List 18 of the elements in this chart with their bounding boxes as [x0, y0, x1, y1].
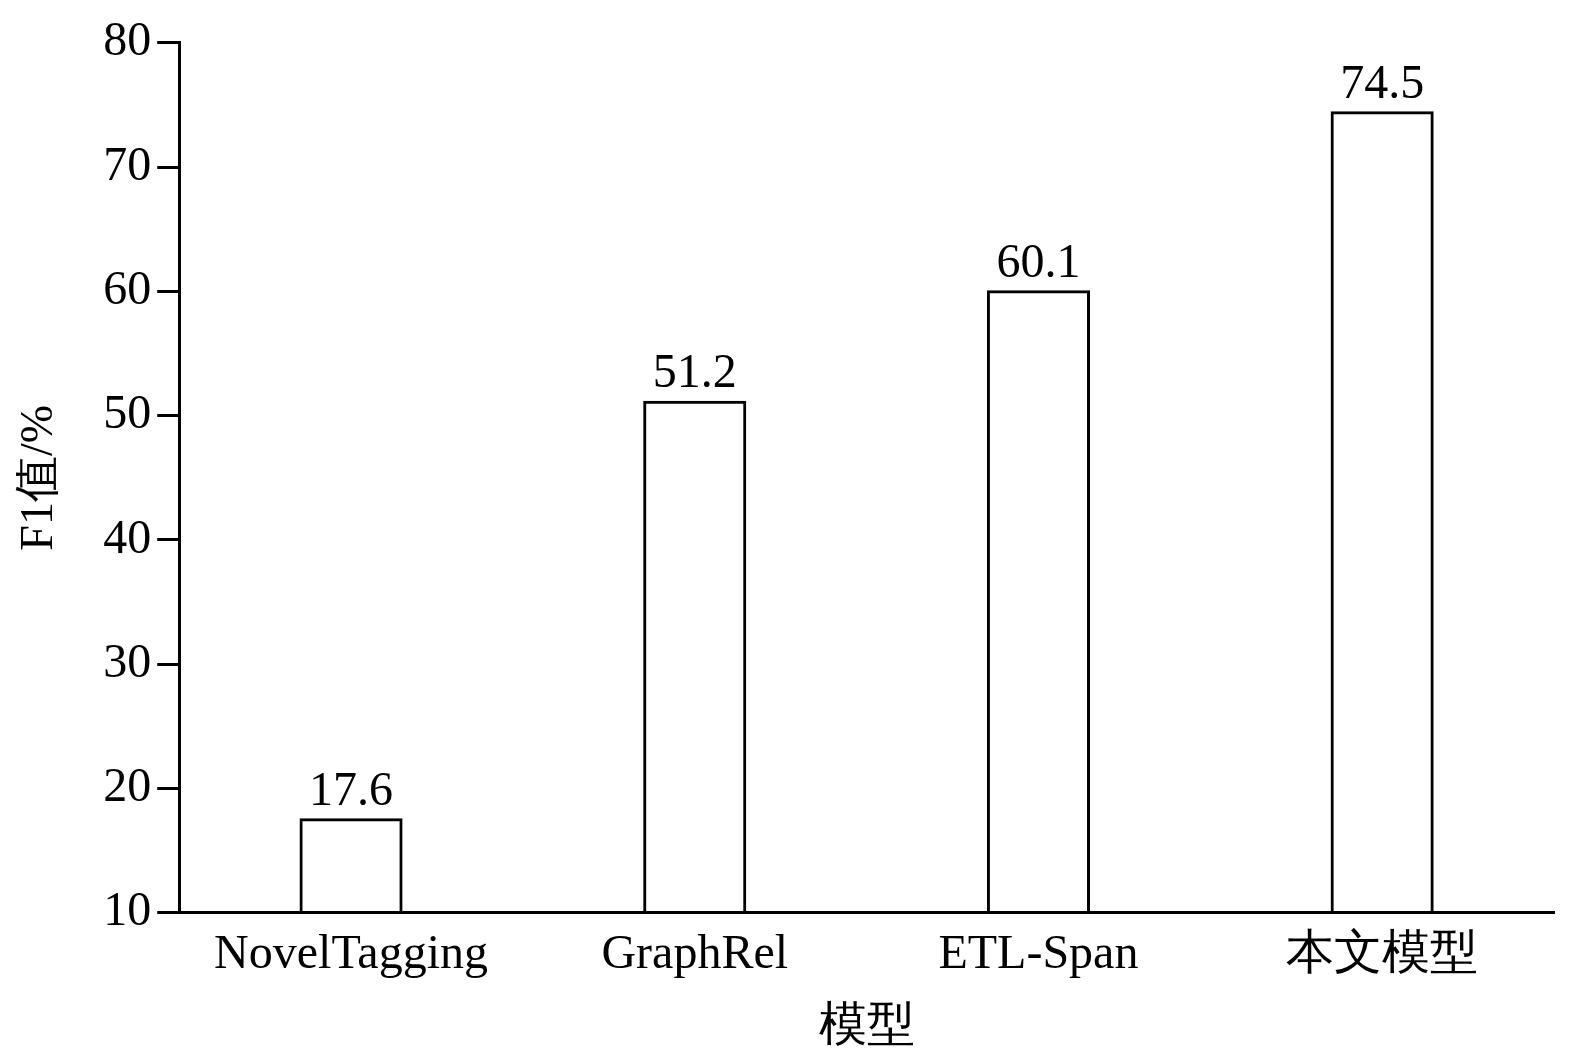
x-axis-title: 模型	[818, 996, 915, 1050]
y-tick-label: 60	[103, 260, 152, 314]
data-label: 17.6	[309, 761, 394, 815]
y-tick-label: 50	[103, 385, 152, 439]
y-tick-label: 30	[103, 633, 152, 687]
y-tick-label: 10	[103, 882, 152, 936]
x-tick-label: NovelTagging	[214, 925, 489, 979]
x-tick-label: ETL-Span	[938, 925, 1139, 979]
y-tick-label: 20	[103, 758, 152, 812]
y-tick-label: 70	[103, 136, 152, 190]
x-tick-label: GraphRel	[601, 925, 789, 979]
x-tick-label: 本文模型	[1286, 925, 1479, 979]
data-label: 74.5	[1340, 54, 1425, 108]
y-tick-label: 40	[103, 509, 152, 563]
y-axis-title: F1值/%	[10, 404, 62, 551]
y-tick-label: 80	[103, 12, 152, 66]
data-label: 51.2	[652, 344, 737, 398]
data-label: 60.1	[996, 233, 1081, 287]
